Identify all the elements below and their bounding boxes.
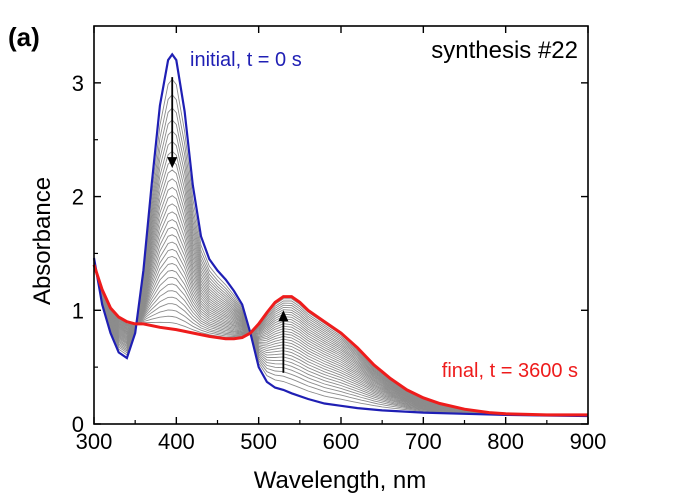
x-tick-label: 900 (570, 429, 607, 454)
y-axis-title: Absorbance (29, 177, 56, 305)
arrow-head-icon (167, 157, 178, 169)
final-spectrum-line (92, 264, 588, 417)
x-tick-label: 800 (487, 429, 524, 454)
tick-group: 300 400 500 600 700 800 900 0 1 2 3 (72, 26, 607, 454)
y-tick-label: 2 (72, 185, 84, 210)
panel-label: (a) (8, 22, 40, 52)
x-tick-label: 500 (240, 429, 277, 454)
intermediate-spectrum-line (93, 264, 588, 416)
intermediate-spectrum-line (93, 226, 588, 416)
y-tick-label: 3 (72, 71, 84, 96)
arrow-head-icon (278, 310, 289, 322)
x-tick-label: 700 (405, 429, 442, 454)
x-tick-label: 400 (158, 429, 195, 454)
y-tick-label: 0 (72, 412, 84, 437)
chart-title: synthesis #22 (431, 37, 578, 64)
intermediate-spectrum-line (93, 219, 589, 416)
intermediate-spectrum-line (93, 211, 588, 416)
final-series-label: final, t = 3600 s (442, 360, 578, 382)
initial-spectrum-line (92, 52, 589, 418)
initial-series-label: initial, t = 0 s (190, 49, 302, 71)
x-tick-label: 600 (323, 429, 360, 454)
x-axis-title: Wavelength, nm (254, 467, 427, 494)
x-tick-label: 300 (76, 429, 113, 454)
main-spectra-group (92, 52, 589, 418)
y-tick-label: 1 (72, 298, 84, 323)
arrow-group (167, 77, 289, 373)
